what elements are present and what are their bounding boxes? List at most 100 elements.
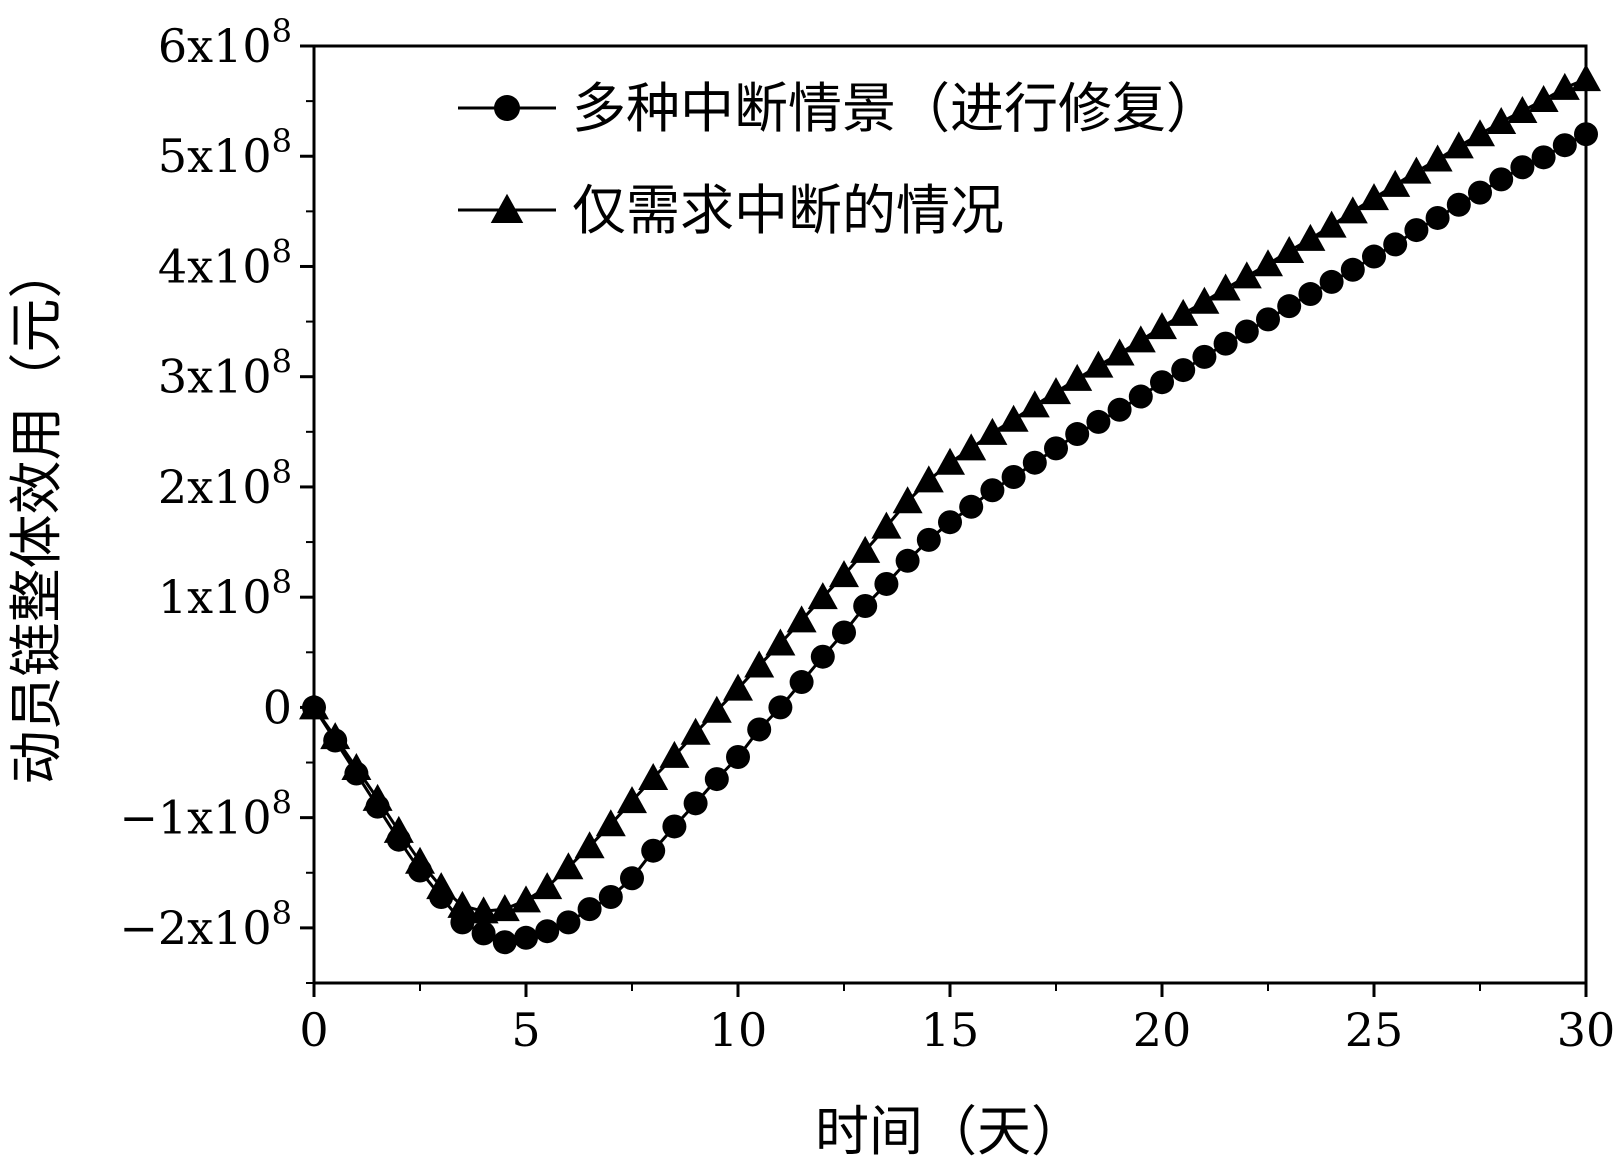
data-point-triangle xyxy=(299,692,329,720)
data-point-circle xyxy=(1171,358,1196,383)
data-point-circle xyxy=(1574,122,1598,147)
data-point-triangle xyxy=(977,417,1008,445)
data-point-circle xyxy=(598,885,623,910)
y-tick-exponent: 8 xyxy=(272,122,292,160)
y-tick-mantissa: 3x10 xyxy=(158,350,272,404)
data-point-triangle xyxy=(405,846,435,874)
y-tick-label: 6x108 xyxy=(158,12,292,73)
data-point-circle xyxy=(1022,450,1047,475)
data-point-triangle xyxy=(1231,261,1262,289)
data-point-triangle xyxy=(532,872,563,900)
y-tick-label: 4x108 xyxy=(158,232,292,293)
y-tick-label: 2x108 xyxy=(158,453,292,514)
data-point-circle xyxy=(1298,282,1323,307)
data-point-triangle xyxy=(638,762,669,790)
data-point-triangle xyxy=(1019,390,1050,418)
y-tick-exponent: 8 xyxy=(272,453,292,491)
data-point-triangle xyxy=(829,560,859,588)
x-tick-label: 25 xyxy=(1345,1003,1404,1057)
data-point-triangle xyxy=(1443,131,1474,159)
data-point-circle xyxy=(1531,145,1556,170)
data-point-triangle xyxy=(426,872,457,900)
y-tick-label: 3x108 xyxy=(158,343,292,404)
data-point-circle xyxy=(938,510,962,535)
legend-label: 仅需求中断的情况 xyxy=(572,179,1004,242)
x-tick-label: 5 xyxy=(511,1003,540,1057)
data-point-circle xyxy=(641,838,666,863)
legend-marker-circle xyxy=(494,95,520,121)
data-point-triangle xyxy=(574,831,605,859)
data-point-circle xyxy=(1362,244,1386,269)
data-point-circle xyxy=(832,620,856,645)
data-point-triangle xyxy=(1571,64,1601,92)
x-tick-label: 15 xyxy=(921,1003,980,1057)
x-tick-label: 10 xyxy=(709,1003,768,1057)
data-point-circle xyxy=(874,571,899,596)
data-point-triangle xyxy=(383,815,414,843)
data-point-circle xyxy=(1150,370,1174,395)
data-point-triangle xyxy=(1125,325,1156,353)
data-point-circle xyxy=(980,478,1005,503)
data-point-triangle xyxy=(341,753,372,781)
y-tick-mantissa: −2x10 xyxy=(119,901,271,955)
data-point-triangle xyxy=(892,486,923,514)
data-point-circle xyxy=(620,866,644,891)
data-point-circle xyxy=(704,767,729,792)
y-tick-mantissa: 6x10 xyxy=(158,19,272,73)
y-tick-mantissa: −1x10 xyxy=(119,791,271,845)
y-tick-mantissa: 0 xyxy=(263,680,292,734)
data-point-triangle xyxy=(1337,196,1368,224)
data-point-circle xyxy=(789,670,814,695)
data-point-triangle xyxy=(447,890,478,918)
y-tick-mantissa: 5x10 xyxy=(158,129,272,183)
data-point-circle xyxy=(662,814,687,839)
data-point-circle xyxy=(1277,294,1302,319)
y-tick-exponent: 8 xyxy=(272,784,292,822)
data-point-triangle xyxy=(744,650,775,678)
legend-label: 多种中断情景（进行修复） xyxy=(572,77,1220,140)
data-point-triangle xyxy=(723,673,753,701)
data-point-triangle xyxy=(1465,119,1495,147)
axes: 0 5 10 15 20 25 30−2x108−1x10801x1082x1083x108… xyxy=(119,12,1615,1057)
y-tick-exponent: 8 xyxy=(272,12,292,50)
data-point-triangle xyxy=(1528,85,1559,113)
data-point-triangle xyxy=(998,404,1029,432)
series-triangle xyxy=(299,64,1601,924)
data-point-triangle xyxy=(1168,298,1199,326)
data-point-circle xyxy=(1383,232,1408,257)
data-point-triangle xyxy=(1189,286,1220,314)
data-point-circle xyxy=(959,494,984,519)
data-point-circle xyxy=(1425,205,1450,230)
data-point-triangle xyxy=(1041,377,1071,405)
y-tick-label: −2x108 xyxy=(119,894,292,955)
data-point-triangle xyxy=(765,628,796,656)
data-point-triangle xyxy=(1380,169,1411,197)
data-point-circle xyxy=(514,925,538,950)
data-point-triangle xyxy=(553,852,584,880)
data-point-triangle xyxy=(362,783,393,811)
data-point-triangle xyxy=(659,740,690,768)
data-point-triangle xyxy=(1359,183,1389,211)
data-point-triangle xyxy=(850,535,881,563)
data-point-triangle xyxy=(913,465,944,493)
data-point-triangle xyxy=(935,447,965,475)
x-axis-title: 时间（天） xyxy=(815,1100,1085,1163)
data-point-triangle xyxy=(701,695,732,723)
data-point-circle xyxy=(1086,409,1111,434)
data-point-circle xyxy=(683,791,708,816)
data-point-triangle xyxy=(468,896,499,924)
data-point-circle xyxy=(1319,269,1344,294)
y-axis-title: 动员链整体效用（元） xyxy=(5,245,68,785)
data-point-circle xyxy=(1510,155,1535,180)
series-circle xyxy=(302,122,1598,955)
data-point-circle xyxy=(747,717,772,742)
data-point-triangle xyxy=(617,786,647,814)
x-tick-label: 30 xyxy=(1557,1003,1616,1057)
data-point-circle xyxy=(1234,319,1259,344)
y-tick-label: 0 xyxy=(263,680,292,734)
data-point-circle xyxy=(1107,397,1132,422)
data-point-triangle xyxy=(956,433,987,461)
data-point-circle xyxy=(1044,436,1068,461)
data-point-triangle xyxy=(1274,236,1305,264)
